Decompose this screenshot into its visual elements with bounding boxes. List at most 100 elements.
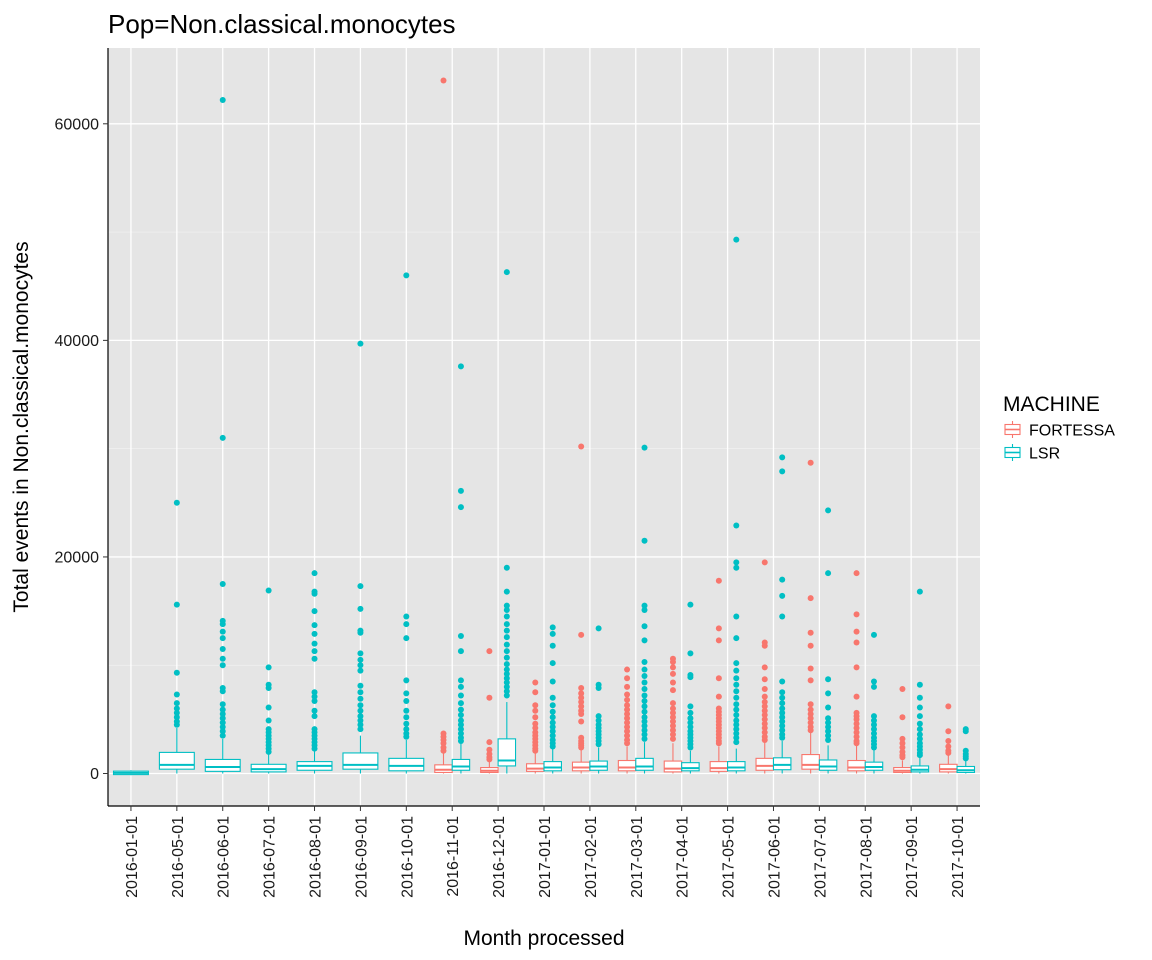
outlier-point — [486, 648, 493, 655]
outlier-point — [532, 702, 539, 709]
outlier-point — [945, 749, 952, 756]
outlier-point — [733, 559, 740, 566]
outlier-point — [779, 714, 786, 721]
outlier-point — [357, 583, 364, 590]
outlier-point — [624, 715, 631, 722]
outlier-point — [311, 630, 318, 637]
outlier-point — [669, 658, 676, 665]
box-iqr — [847, 759, 866, 772]
outlier-point — [486, 756, 493, 763]
outlier-point — [761, 642, 768, 649]
outlier-point — [807, 665, 814, 672]
outlier-point — [357, 717, 364, 724]
x-tick-label: 2016-07-01 — [262, 816, 279, 898]
outlier-point — [503, 670, 510, 677]
outlier-point — [595, 717, 602, 724]
outlier-point — [549, 702, 556, 709]
box-lsr-2017-07-01 — [818, 507, 838, 774]
outlier-point — [219, 728, 226, 735]
outlier-point — [853, 664, 860, 671]
outlier-point — [549, 630, 556, 637]
x-tick-label: 2017-01-01 — [537, 816, 554, 898]
outlier-point — [916, 713, 923, 720]
box-fortessa-2017-02-01 — [571, 443, 591, 774]
outlier-point — [440, 77, 447, 84]
outlier-point — [669, 700, 676, 707]
x-tick-label: 2016-11-01 — [445, 816, 462, 897]
box-fortessa-2017-03-01 — [617, 666, 637, 774]
outlier-point — [715, 740, 722, 747]
outlier-point — [825, 719, 832, 726]
outlier-point — [457, 712, 464, 719]
outlier-point — [532, 720, 539, 727]
box-iqr — [204, 758, 241, 772]
outlier-point — [503, 654, 510, 661]
outlier-point — [311, 655, 318, 662]
box-lsr-2017-08-01 — [864, 631, 884, 774]
outlier-point — [457, 721, 464, 728]
outlier-point — [549, 723, 556, 730]
box-fortessa-2017-09-01 — [893, 686, 912, 774]
outlier-point — [173, 499, 180, 506]
outlier-point — [807, 459, 814, 466]
outlier-point — [503, 607, 510, 614]
outlier-point — [624, 675, 631, 682]
box-iqr — [526, 763, 545, 772]
box-lsr-2016-11-01 — [451, 363, 471, 774]
outlier-point — [807, 727, 814, 734]
outlier-point — [945, 743, 952, 750]
x-tick-label: 2016-01-01 — [124, 816, 141, 898]
outlier-point — [779, 454, 786, 461]
outlier-point — [311, 622, 318, 629]
outlier-point — [870, 683, 877, 690]
major-gridlines — [108, 48, 980, 806]
outlier-point — [870, 744, 877, 751]
outlier-point — [641, 718, 648, 725]
outlier-point — [311, 608, 318, 615]
outlier-point — [503, 269, 510, 276]
outlier-point — [173, 705, 180, 712]
box-iqr — [635, 757, 654, 771]
outlier-point — [641, 607, 648, 614]
outlier-point — [457, 487, 464, 494]
outlier-point — [669, 714, 676, 721]
outlier-point — [945, 738, 952, 745]
outlier-point — [549, 719, 556, 726]
outlier-point — [899, 754, 906, 761]
outlier-point — [219, 715, 226, 722]
legend: MACHINE FORTESSA LSR — [1003, 393, 1115, 463]
outlier-point — [595, 713, 602, 720]
outlier-point — [357, 667, 364, 674]
outlier-point — [853, 716, 860, 723]
outlier-point — [173, 714, 180, 721]
outlier-point — [503, 588, 510, 595]
outlier-point — [669, 705, 676, 712]
box-lsr-2017-01-01 — [543, 624, 562, 774]
outlier-point — [761, 729, 768, 736]
outlier-point — [825, 728, 832, 735]
outlier-point — [357, 702, 364, 709]
outlier-point — [503, 648, 510, 655]
box-lsr-2017-10-01 — [956, 726, 976, 774]
outlier-point — [779, 613, 786, 620]
outlier-point — [807, 701, 814, 708]
outlier-point — [219, 96, 226, 103]
outlier-point — [825, 736, 832, 743]
y-tick-label: 0 — [90, 766, 99, 783]
outlier-point — [457, 632, 464, 639]
outlier-point — [761, 720, 768, 727]
box-iqr — [497, 738, 517, 767]
outlier-point — [357, 650, 364, 657]
box-fortessa-2017-01-01 — [526, 679, 545, 774]
outlier-point — [595, 741, 602, 748]
box-iqr — [939, 763, 958, 773]
chart-title: Pop=Non.classical.monocytes — [108, 9, 456, 39]
outlier-point — [311, 693, 318, 700]
x-axis-ticks: 2016-01-01 2016-05-01 2016-06-01 2016-07-01… — [124, 806, 967, 898]
outlier-point — [870, 678, 877, 685]
outlier-point — [173, 700, 180, 707]
outlier-point — [825, 507, 832, 514]
outlier-point — [853, 720, 860, 727]
outlier-point — [578, 684, 585, 691]
outlier-point — [532, 747, 539, 754]
